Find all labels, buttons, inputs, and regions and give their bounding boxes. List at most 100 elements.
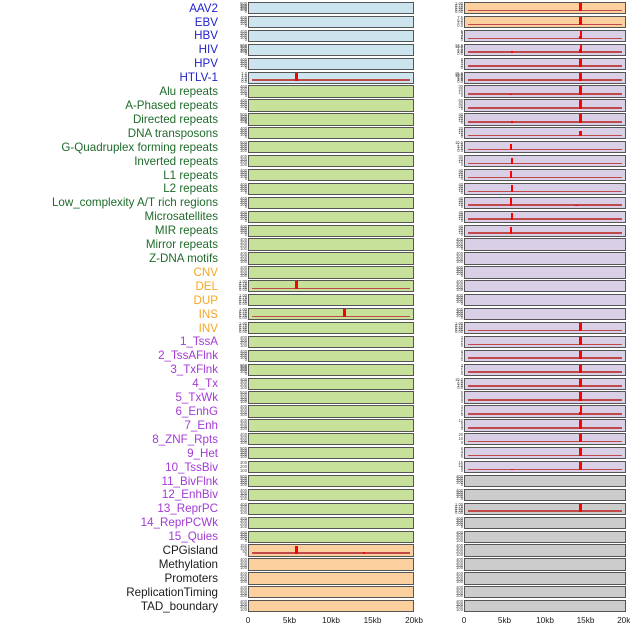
y-tick-label: 200: [240, 117, 247, 123]
track-label: 12_EnhBiv: [161, 488, 218, 502]
left-track-row: 500 400 300 200 100: [222, 391, 416, 404]
right-track-panel: [464, 461, 626, 474]
y-tick-label: 0.00: [239, 315, 247, 321]
left-y-axis-ticks: 400 300 200 100: [222, 516, 248, 529]
right-track-panel: [464, 447, 626, 460]
track-label: ReplicationTiming: [126, 585, 218, 599]
y-tick-label: 300: [240, 573, 247, 579]
right-y-axis-ticks: 7.5 5.0 2.5 0.0: [438, 15, 464, 28]
y-tick-label: 300: [240, 531, 247, 537]
track-baseline: [468, 232, 622, 234]
right-y-axis-ticks: 40 30 20 10 0: [438, 168, 464, 181]
track-baseline: [468, 468, 622, 471]
y-tick-label: 300: [240, 407, 247, 413]
y-tick-label: 300: [240, 156, 247, 162]
y-tick-label: 300: [240, 518, 247, 524]
right-track-row: 400 300 200 100: [438, 599, 628, 613]
y-tick-label: 0.25: [239, 285, 247, 291]
track-label: Directed repeats: [132, 112, 218, 126]
y-tick-label: 100: [240, 34, 247, 40]
x-tick-label: 15kb: [363, 616, 382, 625]
right-track-panel: [464, 349, 626, 363]
y-tick-label: 400: [240, 348, 247, 354]
right-track-row: 40 30 20 10 0: [438, 210, 628, 223]
y-tick-label: 200: [240, 340, 247, 346]
y-tick-label: 0: [460, 315, 463, 321]
left-track-panel: [248, 461, 414, 474]
y-tick-label: 300: [456, 475, 463, 481]
y-tick-label: 0: [244, 203, 247, 209]
right-y-axis-ticks: 400 300 200 100 0: [438, 474, 464, 487]
y-tick-label: 0: [244, 189, 247, 195]
y-tick-label: 0: [244, 9, 247, 15]
signal-spike: [579, 86, 582, 95]
y-tick-label: 400: [240, 585, 247, 591]
left-track-panel: [248, 238, 414, 251]
left-y-axis-ticks: 400 300 200 100: [222, 154, 248, 168]
track-label: 5_TxWk: [175, 391, 218, 405]
y-tick-label: 200: [240, 604, 247, 610]
y-tick-label: 100: [456, 313, 463, 319]
left-y-axis-ticks: 500 400 300 200 100: [222, 446, 248, 459]
track-label: EBV: [194, 15, 218, 29]
right-track-panel: [464, 308, 626, 321]
signal-spike: [579, 392, 582, 401]
track-baseline: [468, 162, 622, 165]
right-track-panel: [464, 252, 626, 265]
right-y-axis-ticks: 400 300 200 100: [438, 572, 464, 584]
left-track-row: 400 300 200 100: [222, 419, 416, 432]
y-tick-label: 1.00: [239, 279, 247, 285]
y-tick-label: 300: [456, 267, 463, 273]
left-track-row: 400 300 200 100 0: [222, 196, 416, 210]
right-track-row: 1.00 0.75 0.50 0.25 0.00: [438, 1, 628, 15]
y-tick-label: 9: [460, 390, 463, 396]
signal-spike: [579, 323, 582, 332]
y-tick-label: 5: [460, 465, 463, 471]
y-tick-label: 0: [244, 23, 247, 28]
y-tick-label: 100: [240, 369, 247, 375]
y-tick-label: 400: [456, 279, 463, 285]
y-tick-label: 1.5: [241, 72, 247, 78]
y-tick-label: 200: [456, 241, 463, 247]
y-tick-label: 300: [240, 420, 247, 426]
track-label: 7_Enh: [184, 418, 218, 432]
left-y-axis-ticks: 500 400 300 200 100: [222, 140, 248, 153]
left-track-row: 1.00 0.75 0.50 0.25 0.00: [222, 307, 416, 321]
right-track-panel: [464, 238, 626, 251]
track-label: HIV: [198, 43, 218, 57]
right-track-panel: [464, 141, 626, 154]
right-x-axis: 0 5kb 10kb 15kb 20kb: [438, 614, 630, 630]
y-tick-label: 300: [240, 211, 247, 217]
y-tick-label: 10.0: [455, 140, 463, 146]
y-tick-label: 400: [240, 475, 247, 481]
y-tick-label: 1: [460, 35, 463, 41]
right-y-axis-ticks: 400 300 200 100: [438, 280, 464, 292]
signal-spike: [579, 114, 582, 123]
y-tick-label: 200: [240, 562, 247, 568]
y-tick-label: 300: [240, 254, 247, 260]
y-tick-label: 100: [240, 495, 247, 501]
y-tick-label: 200: [456, 311, 463, 317]
y-tick-label: 100: [456, 565, 463, 571]
right-y-axis-ticks: 10.0 7.5 5.0 2.5 0.0: [438, 140, 464, 153]
right-track-row: 400 300 200 100 0: [438, 474, 628, 488]
left-track-row: 400 300 200 100 0: [222, 85, 416, 98]
y-tick-label: 0: [244, 92, 247, 98]
right-track-panel: [464, 85, 626, 98]
left-y-axis-ticks: 400 300 200 100 0: [222, 57, 248, 70]
left-track-panel: [248, 321, 414, 335]
y-tick-label: 0: [460, 468, 463, 474]
right-track-panel: [464, 516, 626, 529]
signal-spike: [579, 448, 582, 457]
left-x-axis: 0 5kb 10kb 15kb 20kb: [222, 614, 423, 630]
right-y-axis-ticks: 400 300 200 100: [438, 544, 464, 556]
signal-spike: [509, 226, 513, 234]
y-tick-label: 100: [240, 162, 247, 168]
y-tick-label: 7.5: [457, 45, 463, 51]
y-tick-label: 10: [458, 215, 463, 221]
x-tick-label: 5kb: [497, 616, 512, 625]
y-tick-label: 100: [240, 509, 247, 515]
y-tick-label: 400: [240, 181, 247, 187]
left-track-row: 400 300 200 100: [222, 335, 416, 349]
left-track-panel: [248, 335, 414, 349]
